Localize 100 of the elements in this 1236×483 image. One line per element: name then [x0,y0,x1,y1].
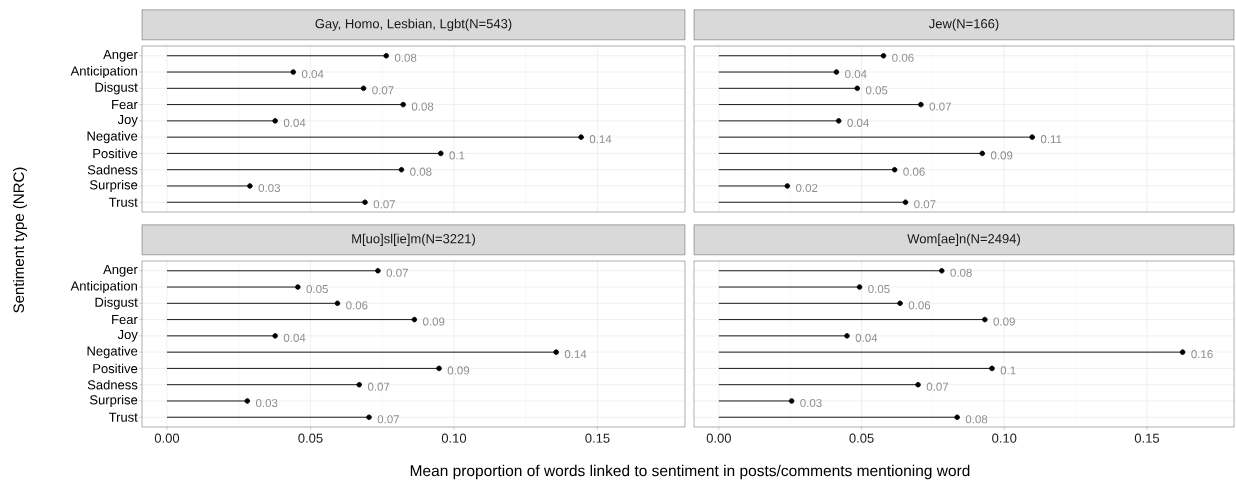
point [272,118,278,124]
point [356,381,363,388]
point [915,381,921,388]
chart-title: Wom[ae]n(N=2494) [907,233,1020,246]
data-label: 0.04 [847,118,869,127]
data-label: 0.14 [589,135,612,144]
point [375,268,381,274]
data-label: 0.05 [868,284,890,294]
point [979,150,986,157]
data-label: 0.07 [926,382,949,391]
point [334,300,341,307]
point [398,166,405,173]
data-label: 0.07 [914,200,936,209]
x-tick-label: 0.15 [1134,433,1160,443]
point [954,414,960,420]
point [918,101,924,108]
point [784,183,791,189]
point [833,69,840,75]
y-tick-label: Anger [103,49,138,62]
point [553,349,559,355]
data-label: 0.04 [845,69,867,79]
y-tick-label: Positive [93,148,138,159]
data-label: 0.08 [410,167,432,176]
x-axis-title: Mean proportion of words linked to sentiment in posts/comments mentioning word [410,464,970,480]
point [1179,349,1186,355]
data-label: 0.11 [1040,135,1062,144]
y-tick-label: Negative [87,131,138,144]
y-tick-label: Joy [117,330,138,342]
point [578,134,584,140]
point [290,69,296,75]
x-tick-label: 0.10 [441,433,467,443]
data-label: 0.06 [903,167,925,176]
y-tick-label: Fear [112,100,138,110]
data-label: 0.03 [258,183,280,193]
data-label: 0.06 [346,301,368,310]
y-axis-title: Sentiment type (NRC) [12,167,27,313]
data-label: 0.09 [423,317,445,326]
y-tick-label: Surprise [89,179,138,193]
point [835,118,842,124]
point [897,300,903,307]
point [438,150,444,157]
data-label: 0.03 [255,398,278,408]
point [383,53,389,59]
x-tick-label: 0.00 [154,433,180,443]
y-tick-label: Fear [112,315,138,325]
y-tick-label: Joy [117,115,138,127]
data-label: 0.04 [301,69,324,79]
y-tick-label: Positive [93,363,138,374]
x-tick-label: 0.10 [992,433,1017,443]
data-label: 0.08 [950,268,972,277]
y-tick-label: Anticipation [70,65,137,79]
data-label: 0.06 [892,53,914,62]
y-tick-label: Negative [87,346,138,359]
point [788,398,795,404]
data-label: 0.08 [965,415,988,424]
y-tick-label: Sadness [87,164,138,175]
point [856,284,863,290]
y-tick-label: Disgust [95,82,138,95]
data-label: 0.06 [908,301,931,310]
data-label: 0.08 [394,53,417,62]
point [436,365,442,372]
data-label: 0.07 [386,268,408,277]
point [844,333,850,339]
data-label: 0.04 [283,333,306,342]
data-label: 0.14 [564,350,587,359]
x-tick-label: 0.05 [849,433,874,443]
point [902,199,909,205]
x-tick-label: 0.00 [706,433,731,443]
x-tick-label: 0.05 [298,433,323,443]
y-tick-label: Disgust [95,297,138,310]
data-label: 0.16 [1191,350,1213,359]
y-tick-label: Anticipation [70,280,137,294]
point [982,316,988,323]
data-label: 0.09 [990,151,1013,160]
y-tick-label: Trust [108,412,138,422]
point [880,53,887,59]
point [1029,134,1035,140]
data-label: 0.07 [377,415,400,424]
point [411,316,418,323]
point [400,101,406,108]
data-label: 0.08 [411,102,434,111]
point [244,398,251,404]
point [360,85,367,92]
data-label: 0.1 [1000,366,1016,375]
data-label: 0.04 [855,333,878,342]
y-tick-label: Surprise [89,394,138,408]
data-label: 0.09 [447,366,470,375]
point [272,333,278,339]
point [295,284,301,290]
point [989,365,995,372]
y-tick-label: Sadness [87,379,138,390]
x-tick-label: 0.15 [585,433,610,443]
point [366,414,372,420]
data-label: 0.04 [283,118,306,127]
point [362,199,368,205]
data-label: 0.1 [449,151,465,160]
data-label: 0.07 [373,200,395,209]
data-label: 0.07 [367,382,390,391]
chart-title: Jew(N=166) [928,18,999,31]
data-label: 0.09 [993,317,1015,326]
